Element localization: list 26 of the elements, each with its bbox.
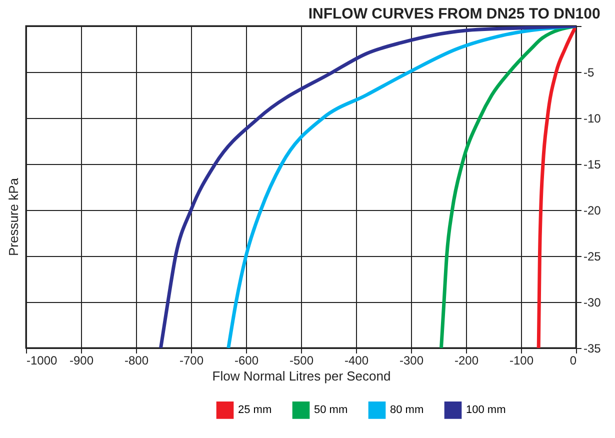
x-tick-label: -500 <box>289 354 314 368</box>
legend-label: 50 mm <box>314 404 348 416</box>
legend-label: 25 mm <box>238 404 272 416</box>
x-tick-label: -900 <box>69 354 94 368</box>
y-tick-label: -20 <box>584 204 602 218</box>
x-tick-label: -600 <box>234 354 259 368</box>
x-tick-label: -700 <box>179 354 204 368</box>
x-tick-label: 0 <box>570 354 577 368</box>
x-axis-title: Flow Normal Litres per Second <box>212 368 391 384</box>
y-axis-title: Pressure kPa <box>6 177 21 256</box>
legend-label: 80 mm <box>390 404 424 416</box>
y-tick-label: -5 <box>584 66 594 80</box>
x-tick-label: -400 <box>344 354 369 368</box>
y-tick-label: -30 <box>584 296 602 310</box>
y-tick-label: -25 <box>584 250 602 264</box>
line-series <box>536 26 576 348</box>
x-tick-label: -1000 <box>26 354 58 368</box>
x-tick-label: -200 <box>454 354 479 368</box>
y-tick-label: -35 <box>584 342 602 356</box>
legend-label: 100 mm <box>466 404 506 416</box>
x-tick-label: -100 <box>509 354 534 368</box>
y-tick-label: -10 <box>584 112 602 126</box>
y-tick-label: -15 <box>584 158 602 172</box>
x-tick-label: -800 <box>124 354 149 368</box>
x-tick-label: -300 <box>399 354 424 368</box>
chart-title: INFLOW CURVES FROM DN25 TO DN100 <box>308 6 600 22</box>
